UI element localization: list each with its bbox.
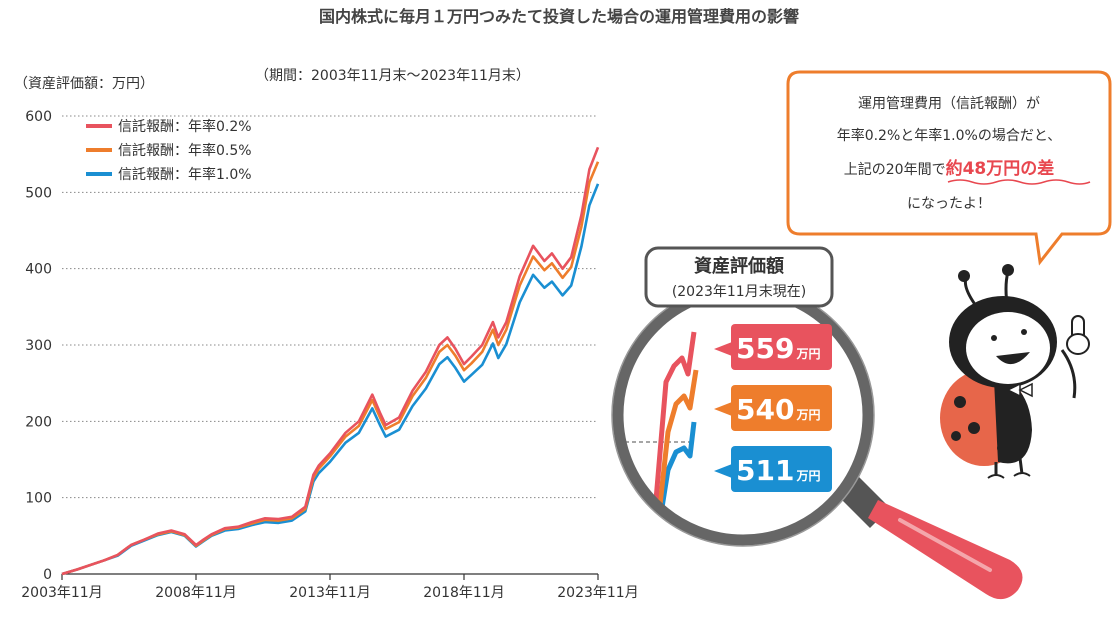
magnifier: 資産評価額 (2023年11月末現在) 559 万円 540 万円 511 万円 [611, 246, 1023, 600]
x-tick-4: 2023年11月 [557, 585, 638, 601]
bubble-line-3-prefix: 上記の20年間で [844, 161, 946, 178]
lens-line-0.5 [657, 369, 699, 506]
legend-label-0.2: 信託報酬：年率0.2% [118, 118, 252, 135]
x-tick-0: 2003年11月 [21, 585, 102, 601]
lens-line-1.0 [657, 421, 697, 521]
badge-box-1.0 [731, 446, 832, 492]
lens-zoom [618, 331, 699, 521]
series-lines [61, 146, 600, 576]
badge-pointer-0.5 [714, 402, 732, 416]
badge-text-1.0: 511 万円 [736, 454, 820, 487]
legend: 信託報酬：年率0.2% 信託報酬：年率0.5% 信託報酬：年率1.0% [86, 118, 252, 183]
bubble-line-4: になったよ！ [907, 196, 991, 212]
lens-subtitle: (2023年11月末現在) [672, 284, 806, 300]
badge-value-0.2: 559 [736, 332, 794, 365]
badge-text-0.2: 559 万円 [736, 332, 820, 365]
x-tick-2: 2013年11月 [289, 585, 370, 601]
y-tick-300: 300 [25, 338, 52, 354]
y-axis-unit: （資産評価額：万円） [14, 76, 154, 92]
badge-pointer-0.2 [714, 342, 732, 356]
lens-title-box [644, 246, 834, 308]
series-line-0 [61, 146, 600, 576]
x-axis: 2003年11月 2008年11月 2013年11月 2018年11月 2023年11月 [21, 574, 639, 601]
bubble-line-3: 上記の20年間で約48万円の差 [844, 158, 1055, 179]
series-line-2 [61, 183, 600, 576]
y-tick-500: 500 [25, 185, 52, 201]
bubble-line-1: 運用管理費用（信託報酬）が [858, 96, 1040, 112]
bubble-highlight: 約48万円の差 [946, 158, 1055, 179]
y-tick-200: 200 [25, 414, 52, 430]
x-tick-1: 2008年11月 [155, 585, 236, 601]
ladybug-mascot-icon [940, 264, 1090, 479]
badge-unit-0.2: 万円 [795, 347, 820, 361]
lens-title: 資産評価額 [694, 255, 784, 277]
y-tick-400: 400 [25, 262, 52, 278]
legend-label-1.0: 信託報酬：年率1.0% [118, 166, 252, 183]
badge-value-1.0: 511 [736, 454, 794, 487]
badge-0.5: 540 万円 [714, 385, 832, 431]
y-axis: 0 100 200 300 400 500 600 [25, 109, 52, 583]
magnifier-handle [830, 468, 1023, 600]
badge-text-0.5: 540 万円 [736, 393, 820, 426]
y-tick-600: 600 [25, 109, 52, 125]
highlight-underline [947, 179, 1091, 185]
badge-unit-0.5: 万円 [795, 408, 820, 422]
gridlines [62, 115, 598, 499]
y-tick-100: 100 [25, 491, 52, 507]
badge-unit-1.0: 万円 [795, 469, 820, 483]
lens-line-0.2 [653, 331, 697, 501]
legend-label-0.5: 信託報酬：年率0.5% [118, 142, 252, 159]
badge-box-0.5 [731, 385, 832, 431]
period-label: （期間：2003年11月末〜2023年11月末） [255, 68, 530, 84]
badge-pointer-1.0 [714, 464, 732, 478]
y-tick-0: 0 [43, 567, 52, 583]
chart-title: 国内株式に毎月１万円つみたて投資した場合の運用管理費用の影響 [319, 7, 799, 26]
badge-value-0.5: 540 [736, 393, 794, 426]
badge-1.0: 511 万円 [714, 446, 832, 492]
bubble-line-2: 年率0.2%と年率1.0%の場合だと、 [837, 127, 1062, 144]
badge-box-0.2 [731, 324, 832, 370]
badge-0.2: 559 万円 [714, 324, 832, 370]
x-tick-3: 2018年11月 [423, 585, 504, 601]
speech-bubble: 運用管理費用（信託報酬）が 年率0.2%と年率1.0%の場合だと、 上記の20年… [786, 70, 1112, 266]
series-line-1 [61, 161, 600, 576]
